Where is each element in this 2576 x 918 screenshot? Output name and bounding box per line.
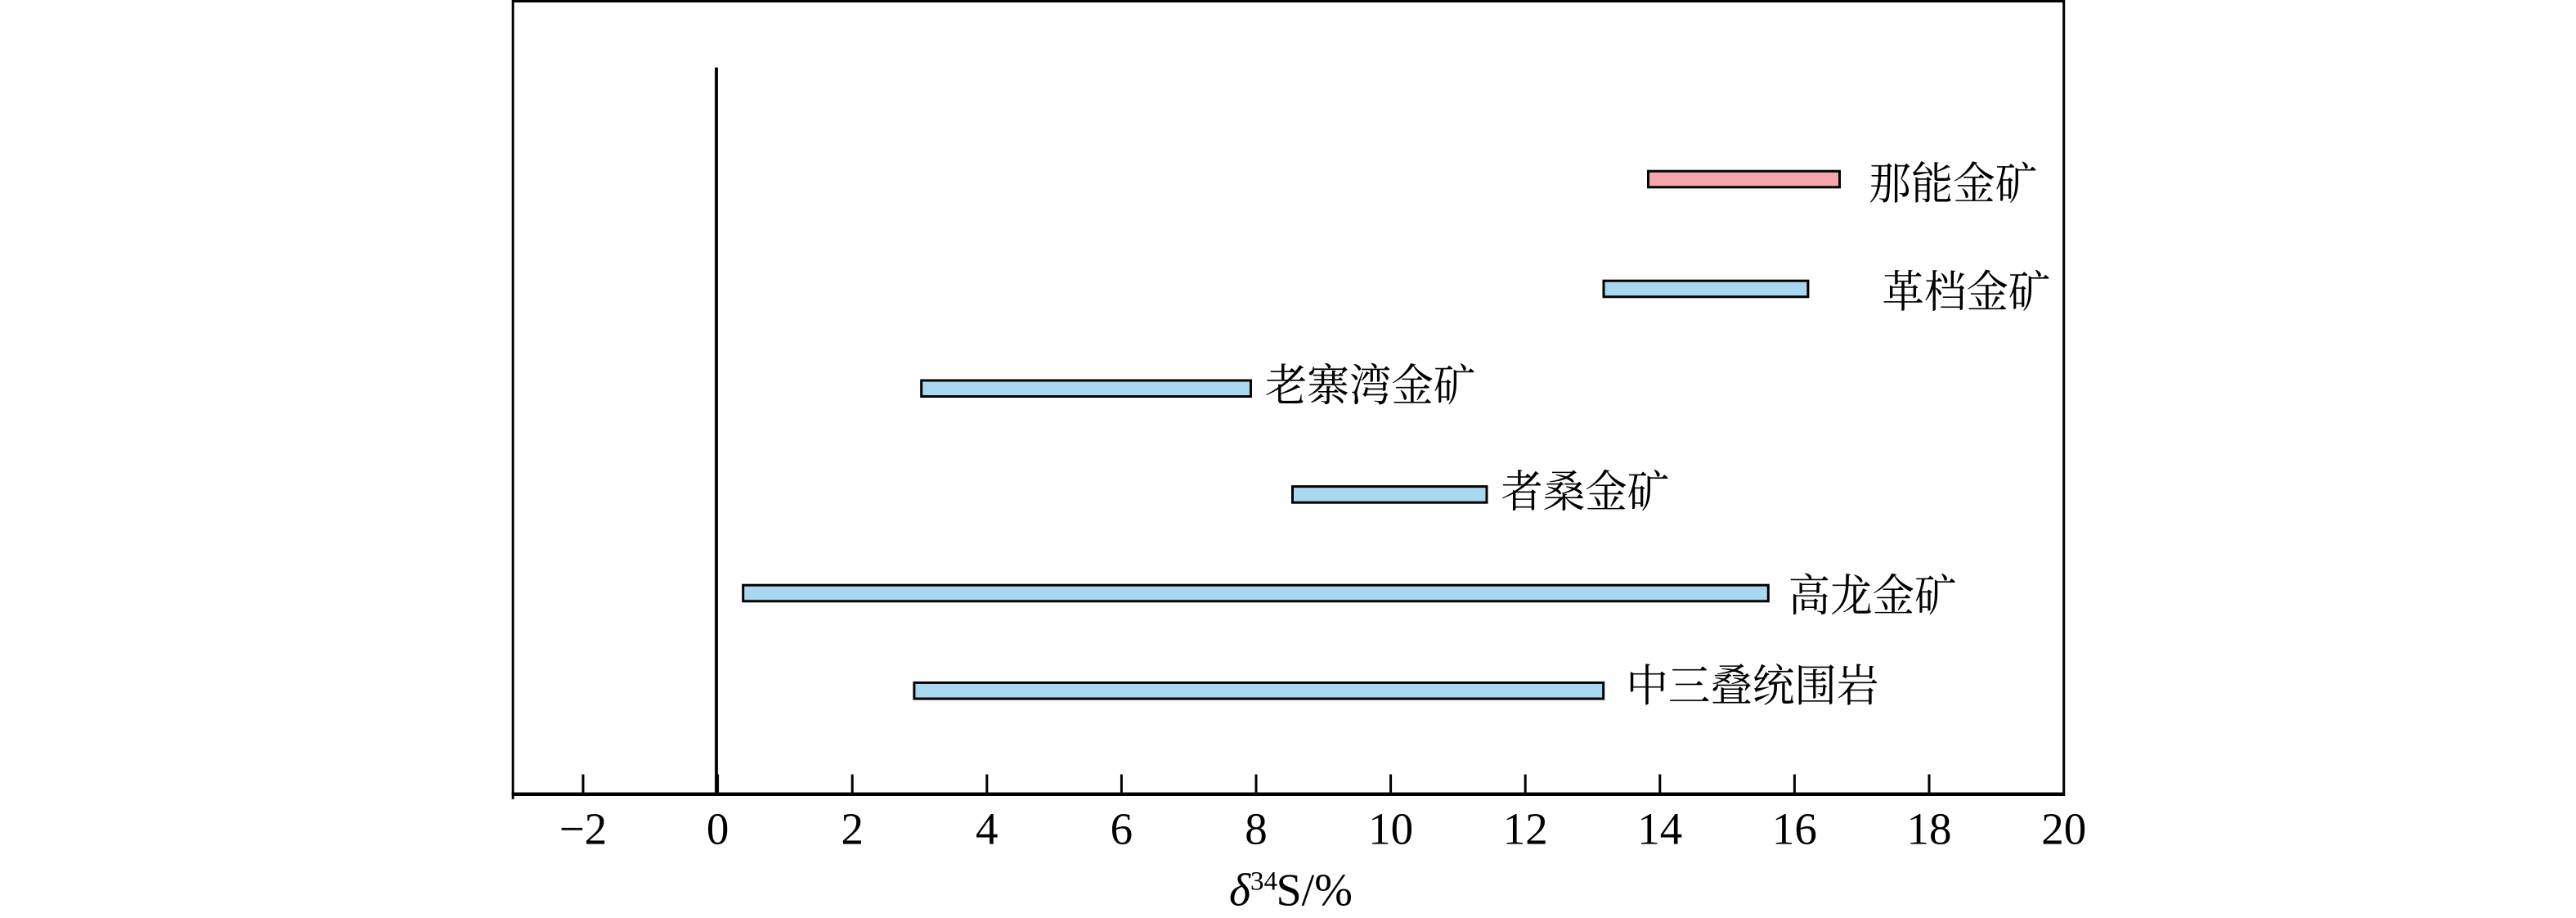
- svg-text:δ: δ: [1229, 866, 1251, 916]
- svg-text:S/%: S/%: [1277, 866, 1353, 916]
- svg-text:6: 6: [1111, 804, 1133, 854]
- svg-text:2: 2: [841, 804, 864, 854]
- svg-text:20: 20: [2041, 804, 2086, 854]
- svg-text:12: 12: [1503, 804, 1548, 854]
- svg-text:14: 14: [1637, 804, 1682, 854]
- svg-text:16: 16: [1772, 804, 1817, 854]
- svg-text:34: 34: [1250, 867, 1277, 897]
- svg-text:4: 4: [976, 804, 999, 854]
- svg-text:8: 8: [1245, 804, 1268, 854]
- svg-text:0: 0: [707, 804, 729, 854]
- svg-text:18: 18: [1907, 804, 1952, 854]
- svg-text:10: 10: [1368, 804, 1413, 854]
- svg-text:−2: −2: [559, 804, 608, 854]
